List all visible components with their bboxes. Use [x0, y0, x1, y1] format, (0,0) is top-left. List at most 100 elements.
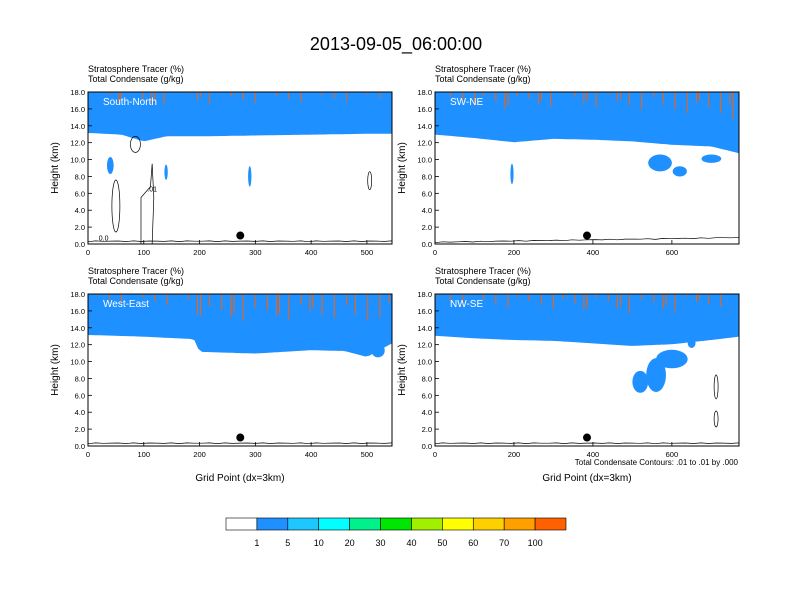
colorbar-swatch [225, 517, 258, 531]
y-tick-label: 2.0 [75, 223, 85, 232]
tracer-intrusion [248, 166, 252, 187]
colorbar: 1 5 10 20 30 40 50 60 70 100 [225, 517, 567, 548]
x-tick-label: 100 [138, 248, 151, 257]
x-tick-label: 0 [433, 248, 437, 257]
x-tick-label: 100 [138, 450, 151, 459]
y-axis-label: Height (km) [50, 344, 61, 396]
x-tick-label: 200 [508, 450, 521, 459]
panel-subtitle-condensate: Total Condensate (g/kg) [435, 276, 531, 286]
condensate-contour [435, 442, 739, 445]
location-marker [236, 231, 245, 240]
y-tick-label: 10.0 [417, 358, 432, 367]
x-axis-label: Grid Point (dx=3km) [542, 473, 631, 484]
y-tick-label: 4.0 [422, 206, 432, 215]
x-tick-label: 500 [361, 248, 374, 257]
x-tick-label: 600 [666, 248, 679, 257]
y-tick-label: 16.0 [70, 105, 85, 114]
x-tick-label: 400 [587, 248, 600, 257]
y-tick-label: 6.0 [422, 391, 432, 400]
tracer-intrusion [672, 166, 687, 177]
panel-subtitle-condensate: Total Condensate (g/kg) [435, 74, 531, 84]
tracer-intrusion [648, 154, 672, 172]
colorbar-swatch [534, 517, 567, 531]
x-tick-label: 0 [433, 450, 437, 459]
panel-label: West-East [103, 299, 149, 310]
colorbar-swatch [318, 517, 350, 531]
y-tick-label: 2.0 [422, 223, 432, 232]
colorbar-swatch [349, 517, 381, 531]
x-axis-label: Grid Point (dx=3km) [195, 473, 284, 484]
tracer-intrusion [646, 358, 666, 392]
y-tick-label: 10.0 [417, 156, 432, 165]
colorbar-swatch [380, 517, 412, 531]
x-tick-label: 400 [587, 450, 600, 459]
tracer-intrusion [656, 349, 688, 369]
y-tick-label: 18.0 [417, 88, 432, 97]
contour-label: .01 [147, 187, 157, 194]
contour-note: Total Condensate Contours: .01 to .01 by… [575, 458, 739, 467]
panel-subtitle-tracer: Stratosphere Tracer (%) [88, 64, 184, 74]
tracer-intrusion [687, 337, 696, 349]
condensate-contour [88, 240, 392, 243]
x-tick-label: 400 [305, 248, 318, 257]
condensate-contour [713, 374, 719, 400]
colorbar-level-label: 30 [376, 538, 386, 548]
condensate-contour [713, 410, 719, 428]
y-tick-label: 2.0 [75, 425, 85, 434]
y-tick-label: 16.0 [70, 307, 85, 316]
y-tick-label: 4.0 [75, 206, 85, 215]
x-tick-label: 400 [305, 450, 318, 459]
x-tick-label: 200 [508, 248, 521, 257]
x-tick-label: 0 [86, 450, 90, 459]
panel-subtitle-condensate: Total Condensate (g/kg) [88, 74, 184, 84]
y-tick-label: 6.0 [422, 189, 432, 198]
y-tick-label: 8.0 [75, 374, 85, 383]
y-axis-label: Height (km) [397, 344, 408, 396]
y-tick-label: 4.0 [422, 408, 432, 417]
panel-1: 0.0 2.0 4.0 6.0 8.0 10.0 12.0 14.0 16.0 18.0 0 200 4… [397, 64, 740, 257]
y-tick-label: 10.0 [70, 358, 85, 367]
location-marker [583, 231, 591, 240]
x-tick-label: 200 [193, 450, 206, 459]
x-tick-label: 200 [193, 248, 206, 257]
panel-0: .01 0.0 0.0 2.0 4.0 6.0 8.0 10.0 12.0 14.0 16.0 18.… [50, 64, 393, 257]
colorbar-swatch [287, 517, 320, 531]
x-tick-label: 0 [86, 248, 90, 257]
plot-frame [434, 293, 740, 447]
panel-2: 0.0 2.0 4.0 6.0 8.0 10.0 12.0 14.0 16.0 18.0 0 100 2… [50, 266, 393, 484]
y-tick-label: 0.0 [422, 442, 432, 451]
tracer-intrusion [632, 370, 649, 393]
y-tick-label: 18.0 [417, 290, 432, 299]
colorbar-level-label: 100 [528, 538, 543, 548]
colorbar-level-label: 1 [254, 538, 259, 548]
y-tick-label: 14.0 [70, 122, 85, 131]
y-tick-label: 0.0 [75, 442, 85, 451]
panel-3: 0.0 2.0 4.0 6.0 8.0 10.0 12.0 14.0 16.0 18.0 0 200 4… [397, 266, 740, 484]
tracer-intrusion [701, 154, 722, 163]
tracer-intrusion [106, 157, 114, 174]
y-tick-label: 16.0 [417, 105, 432, 114]
colorbar-level-label: 20 [345, 538, 355, 548]
panel-subtitle-tracer: Stratosphere Tracer (%) [88, 266, 184, 276]
x-tick-label: 600 [666, 450, 679, 459]
y-tick-label: 8.0 [422, 172, 432, 181]
y-tick-label: 8.0 [422, 374, 432, 383]
y-tick-label: 4.0 [75, 408, 85, 417]
panel-subtitle-tracer: Stratosphere Tracer (%) [435, 266, 531, 276]
x-tick-label: 300 [249, 450, 262, 459]
panel-subtitle-condensate: Total Condensate (g/kg) [88, 276, 184, 286]
condensate-contour [88, 442, 392, 445]
colorbar-level-label: 60 [468, 538, 478, 548]
tracer-band-10 [435, 92, 739, 154]
y-tick-label: 12.0 [70, 139, 85, 148]
colorbar-level-label: 70 [499, 538, 509, 548]
y-tick-label: 14.0 [417, 122, 432, 131]
y-tick-label: 18.0 [70, 88, 85, 97]
y-tick-label: 18.0 [70, 290, 85, 299]
y-tick-label: 14.0 [70, 324, 85, 333]
location-marker [583, 433, 591, 442]
condensate-contour [367, 171, 373, 191]
colorbar-swatch [411, 517, 443, 531]
plot-frame [87, 91, 393, 245]
